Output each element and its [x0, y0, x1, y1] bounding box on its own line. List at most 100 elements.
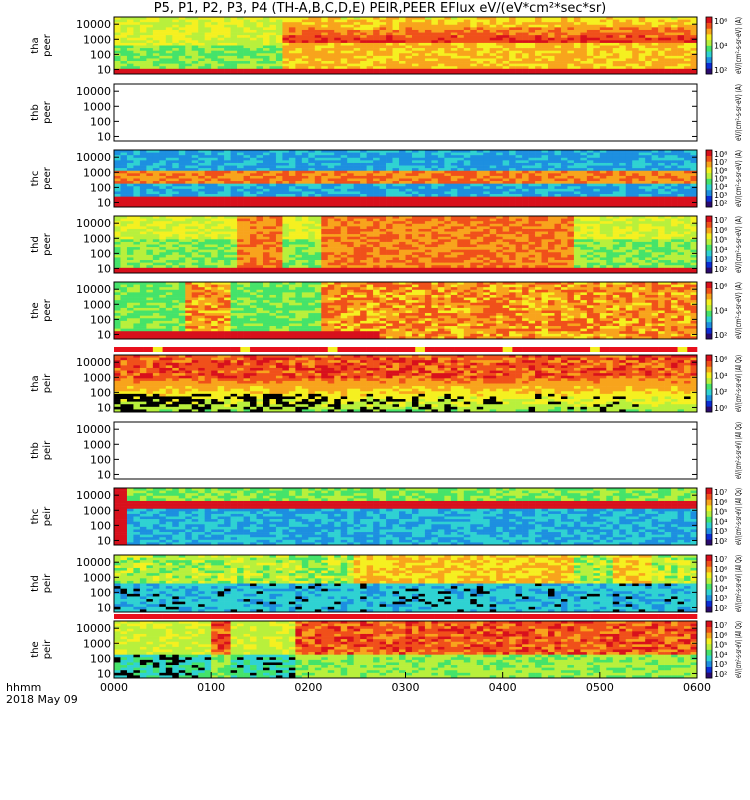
colorbar-tick-label: 10⁶ [714, 166, 727, 175]
colorbar-tick-label: 10² [714, 331, 727, 340]
colorbar-tick-label: 10⁶ [714, 226, 727, 235]
panel-frame [113, 487, 698, 546]
y-tick-label: 100 [90, 48, 111, 61]
y-tick-label: 1000 [83, 438, 111, 451]
colorbar-tick-label: 10⁷ [714, 488, 727, 497]
time-tick-label: 0600 [683, 681, 711, 694]
colorbar-tick-label: 10⁴ [714, 650, 727, 659]
colorbar-tick-label: 10⁸ [714, 150, 727, 159]
y-tick-label: 10000 [76, 489, 111, 502]
y-tick-label: 1000 [83, 371, 111, 384]
y-tick-label: 1000 [83, 637, 111, 650]
y-axis-label: tha [30, 37, 41, 53]
y-tick-label: 10 [97, 468, 111, 481]
y-tick-label: 100 [90, 115, 111, 128]
y-tick-label: 1000 [83, 100, 111, 113]
y-axis-label: peer [42, 298, 53, 322]
colorbar-tick-label: 10⁶ [714, 631, 727, 640]
colorbar-tick-label: 10⁷ [714, 158, 727, 167]
colorbar-tick-label: 10⁵ [714, 641, 727, 650]
y-axis-label: thc [30, 171, 41, 187]
y-tick-label: 100 [90, 181, 111, 194]
colorbar-tick-label: 10⁵ [714, 575, 727, 584]
y-tick-label: 10 [97, 601, 111, 614]
y-tick-label: 10000 [76, 217, 111, 230]
y-tick-label: 100 [90, 247, 111, 260]
y-axis-label: tha [30, 375, 41, 391]
panel-frame [113, 16, 698, 75]
heatmap-tha-peir [114, 355, 698, 413]
panel-the-peer: 10 100 1000 10000 the peer 10² 10⁴ 10⁶ eV/(cm²-s-… [30, 281, 743, 341]
panel-thc-peer: 10 100 1000 10000 thc peer 10²10³10⁴10⁵10⁶10⁷1… [30, 149, 743, 209]
panel-frame [113, 554, 698, 613]
y-tick-label: 10 [97, 196, 111, 209]
y-axis-label: peir [42, 573, 53, 593]
y-tick-label: 1000 [83, 232, 111, 245]
y-tick-label: 10 [97, 401, 111, 414]
colorbar-unit-label: eV/(cm²-s-sr-eV) (All Qs) [734, 422, 743, 479]
y-tick-label: 100 [90, 586, 111, 599]
panel-thb-peir: 10 100 1000 10000 thb peir eV/(cm²-s-sr-eV) (A… [30, 421, 743, 481]
colorbar-unit-label: eV/(cm²-s-sr-eV) (All Qs) [734, 555, 743, 612]
heatmap-tha-peer [114, 17, 698, 75]
colorbar-tick-label: 10² [714, 670, 727, 679]
y-tick-label: 10000 [76, 423, 111, 436]
colorbar-the-peer: 10² 10⁴ 10⁶ [705, 281, 727, 340]
colorbar-tick-label: 10³ [714, 527, 727, 536]
colorbar-tick-label: 10⁵ [714, 175, 727, 184]
y-tick-label: 10000 [76, 356, 111, 369]
y-tick-label: 10000 [76, 85, 111, 98]
y-tick-label: 100 [90, 313, 111, 326]
y-axis-label: the [30, 302, 41, 318]
y-tick-label: 1000 [83, 33, 111, 46]
y-tick-label: 1000 [83, 571, 111, 584]
colorbar-tick-label: 10⁴ [714, 371, 727, 380]
y-tick-label: 10 [97, 534, 111, 547]
colorbar-tick-label: 10⁶ [714, 565, 727, 574]
colorbar-tick-label: 10⁵ [714, 508, 727, 517]
y-axis-label: thd [30, 236, 41, 253]
colorbar-tick-label: 10⁴ [714, 307, 727, 316]
y-axis-label: peer [42, 232, 53, 256]
colorbar-tick-label: 10⁶ [714, 498, 727, 507]
colorbar-tick-label: 10⁵ [714, 236, 727, 245]
status-strip [114, 347, 698, 352]
figure-title: P5, P1, P2, P3, P4 (TH-A,B,C,D,E) PEIR,P… [153, 1, 607, 16]
colorbar-unit-label: eV/(cm²-s-sr-eV) (All Qs) [734, 488, 743, 545]
y-tick-label: 100 [90, 453, 111, 466]
colorbar-tick-label: 10⁶ [714, 355, 727, 364]
y-tick-label: 10 [97, 130, 111, 143]
y-axis-label: peer [42, 166, 53, 190]
y-tick-label: 10000 [76, 283, 111, 296]
heatmap-thd-peir [114, 555, 698, 613]
y-axis-label: peer [42, 33, 53, 57]
time-tick-label: 0200 [294, 681, 322, 694]
colorbar-unit-label: eV/(cm²-s-sr-eV) (All Qs) [734, 355, 743, 412]
y-axis-label: peer [42, 100, 53, 124]
colorbar-unit-label: eV/(cm²-s-sr-eV) (A) [734, 282, 743, 339]
panel-frame [113, 281, 698, 340]
y-tick-label: 100 [90, 519, 111, 532]
colorbar-unit-label: eV/(cm²-s-sr-eV) (All Qs) [734, 621, 743, 678]
status-strip [114, 614, 698, 619]
y-axis-label: thb [30, 442, 41, 459]
colorbar-tick-label: 10⁷ [714, 555, 727, 564]
y-tick-label: 100 [90, 652, 111, 665]
colorbar-tick-label: 10⁴ [714, 42, 727, 51]
heatmap-thc-peer [114, 150, 698, 208]
date-label: 2018 May 09 [6, 693, 78, 706]
y-axis-label: the [30, 641, 41, 657]
panel-frame [113, 215, 698, 274]
colorbar-tick-label: 10² [714, 388, 727, 397]
y-tick-label: 1000 [83, 166, 111, 179]
y-axis-label: peir [42, 506, 53, 526]
y-tick-label: 100 [90, 386, 111, 399]
